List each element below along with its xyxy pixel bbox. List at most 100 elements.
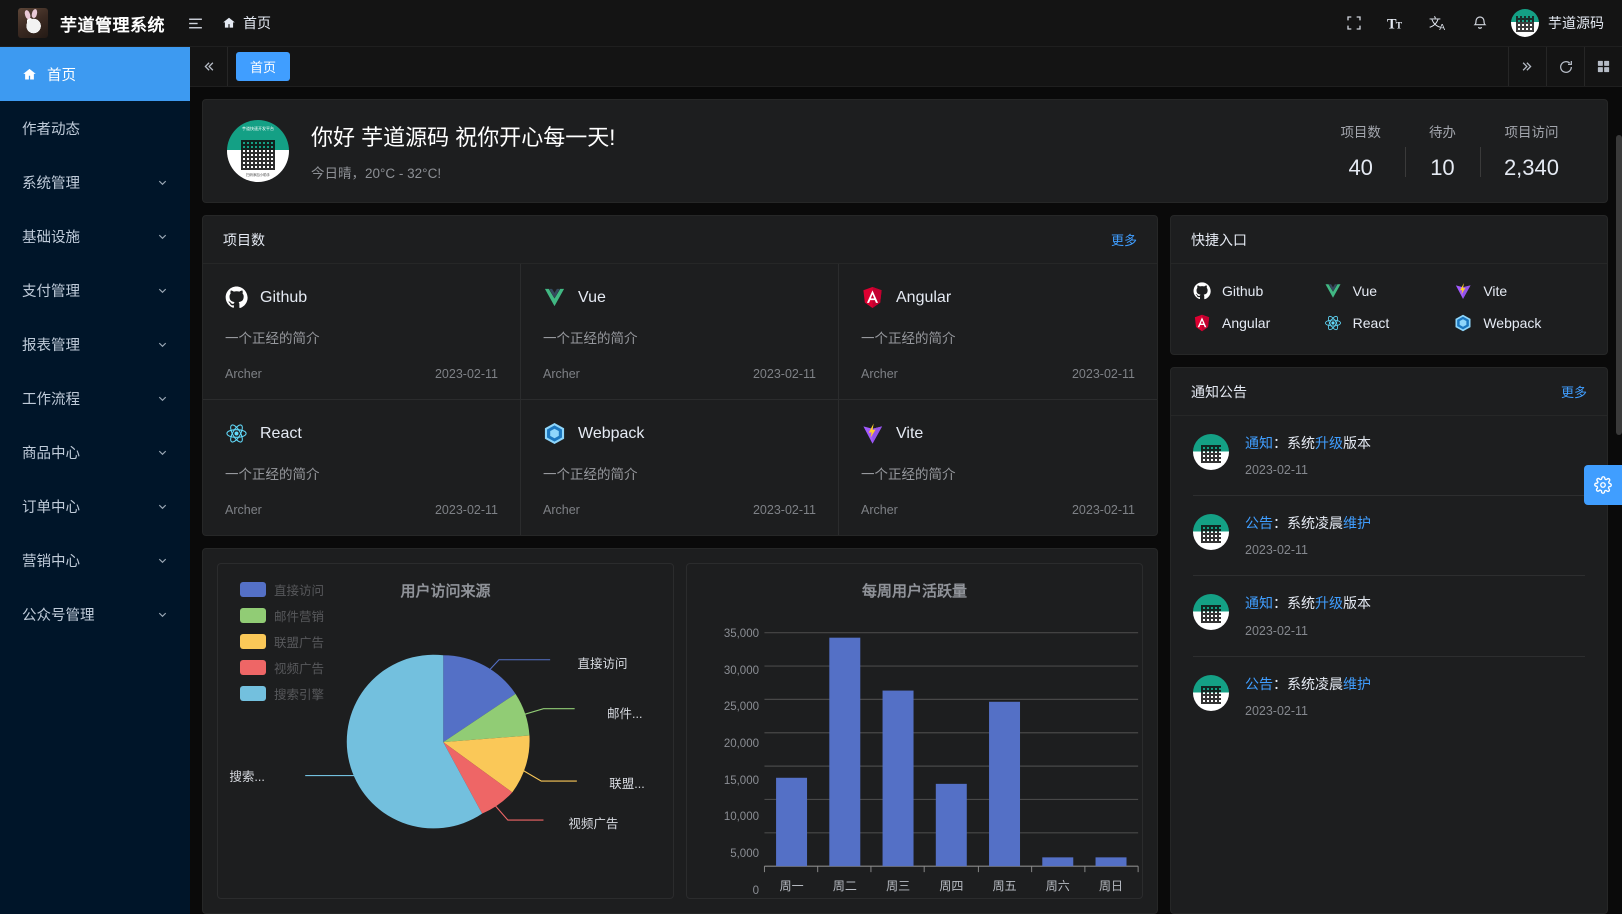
notice-item[interactable]: 公告：系统凌晨维护 2023-02-11	[1193, 496, 1585, 577]
quick-entry-react[interactable]: React	[1324, 314, 1455, 332]
project-date: 2023-02-11	[434, 503, 498, 517]
quick-entry-webpack[interactable]: Webpack	[1454, 314, 1585, 332]
legend-swatch	[240, 660, 266, 675]
sidebar-item-label: 首页	[47, 67, 76, 84]
project-card-webpack[interactable]: Webpack 一个正经的简介 Archer 2023-02-11	[521, 400, 839, 535]
bar-svg	[763, 632, 1139, 873]
settings-drawer-button[interactable]	[1584, 465, 1622, 505]
sidebar-item-system-management[interactable]: 系统管理	[0, 155, 190, 209]
project-name: Webpack	[578, 424, 645, 442]
stat-todo: 待办 10	[1404, 121, 1480, 181]
brand[interactable]: 芋道管理系统	[0, 8, 178, 38]
project-date: 2023-02-11	[752, 503, 816, 517]
notice-item[interactable]: 通知：系统升级版本 2023-02-11	[1193, 416, 1585, 497]
tab-home[interactable]: 首页	[236, 52, 291, 81]
quick-entry-label: Angular	[1222, 315, 1271, 331]
sidebar-item-official-account[interactable]: 公众号管理	[0, 587, 190, 641]
grid-icon[interactable]	[1584, 47, 1622, 86]
y-tick: 5,000	[730, 848, 759, 861]
legend-item[interactable]: 联盟广告	[240, 632, 324, 651]
fullscreen-icon[interactable]	[1337, 6, 1371, 40]
avatar-bottom-text: 扫码添加小助手	[246, 173, 270, 177]
bell-icon[interactable]	[1463, 6, 1497, 40]
pie-slice-affiliate	[443, 735, 530, 793]
user-menu[interactable]: 芋道源码	[1505, 9, 1608, 37]
pie-chart: 用户访问来源 直接访问 邮件营销	[217, 563, 674, 899]
quick-entry-grid: Github Vue	[1171, 264, 1607, 354]
project-card-vite[interactable]: Vite 一个正经的简介 Archer 2023-02-11	[839, 400, 1157, 535]
page-scrollbar[interactable]	[1616, 135, 1622, 435]
project-card-github[interactable]: Github 一个正经的简介 Archer 2023-02-11	[203, 264, 521, 400]
legend-label: 搜索引擎	[274, 688, 325, 702]
sidebar-item-author-news[interactable]: 作者动态	[0, 101, 190, 155]
projects-card-header: 项目数 更多	[203, 216, 1157, 264]
quick-entry-label: React	[1352, 315, 1390, 331]
x-tick: 周六	[1045, 879, 1070, 893]
project-desc: 一个正经的简介	[225, 331, 320, 346]
legend-item[interactable]: 视频广告	[240, 658, 324, 677]
charts-card: 用户访问来源 直接访问 邮件营销	[202, 548, 1158, 914]
notice-sep: ：系统	[1273, 435, 1315, 451]
hamburger-icon[interactable]	[178, 6, 212, 40]
quick-entry-vue[interactable]: Vue	[1324, 282, 1455, 300]
sidebar-item-product-center[interactable]: 商品中心	[0, 425, 190, 479]
pie-label-affiliate: 联盟...	[609, 776, 645, 791]
notice-item[interactable]: 公告：系统凌晨维护 2023-02-11	[1193, 657, 1585, 736]
project-author: Archer	[225, 367, 262, 381]
sidebar-item-workflow[interactable]: 工作流程	[0, 371, 190, 425]
sidebar-item-marketing-center[interactable]: 营销中心	[0, 533, 190, 587]
sidebar-item-order-center[interactable]: 订单中心	[0, 479, 190, 533]
notice-date: 2023-02-11	[1245, 463, 1309, 478]
pie-chart-title: 用户访问来源	[400, 583, 491, 600]
x-tick: 周一	[779, 879, 804, 893]
project-card-angular[interactable]: Angular 一个正经的简介 Archer 2023-02-11	[839, 264, 1157, 400]
stat-visits: 项目访问 2,340	[1479, 121, 1583, 181]
chevron-double-right-icon[interactable]	[1508, 47, 1546, 86]
github-icon	[225, 286, 248, 309]
quick-entry-vite[interactable]: Vite	[1454, 282, 1585, 300]
projects-more-link[interactable]: 更多	[1110, 233, 1137, 248]
y-tick: 10,000	[723, 811, 759, 824]
quick-entry-github[interactable]: Github	[1193, 282, 1324, 300]
y-tick: 30,000	[723, 664, 759, 677]
avatar-top-text: 芋道快速开发平台	[242, 126, 274, 131]
notice-avatar	[1193, 594, 1229, 631]
quick-entry-angular[interactable]: Angular	[1193, 314, 1324, 332]
notices-more-link[interactable]: 更多	[1560, 385, 1587, 400]
sidebar-item-label: 公众号管理	[22, 607, 95, 624]
notice-title: 通知：系统升级版本	[1245, 434, 1371, 452]
welcome-banner: 芋道快速开发平台 扫码添加小助手 你好 芋道源码 祝你开心每一天! 今日晴，20…	[202, 99, 1608, 203]
notices-header: 通知公告 更多	[1171, 368, 1607, 416]
project-name: Vite	[896, 424, 924, 442]
project-author: Archer	[543, 503, 580, 517]
notice-item[interactable]: 通知：系统升级版本 2023-02-11	[1193, 576, 1585, 657]
chevron-double-left-icon[interactable]	[190, 47, 228, 86]
project-card-vue[interactable]: Vue 一个正经的简介 Archer 2023-02-11	[521, 264, 839, 400]
legend-item[interactable]: 直接访问	[240, 580, 324, 599]
sidebar-item-report-management[interactable]: 报表管理	[0, 317, 190, 371]
svg-text:文: 文	[1429, 15, 1441, 29]
refresh-icon[interactable]	[1546, 47, 1584, 86]
legend-item[interactable]: 搜索引擎	[240, 684, 324, 703]
sidebar-item-infrastructure[interactable]: 基础设施	[0, 209, 190, 263]
sidebar-item-label: 营销中心	[22, 553, 80, 570]
notice-sep: ：系统	[1273, 595, 1315, 612]
stat-value: 40	[1348, 155, 1373, 180]
notice-body: 通知：系统升级版本 2023-02-11	[1245, 434, 1371, 477]
legend-label: 邮件营销	[274, 610, 325, 624]
project-head: Github	[225, 286, 498, 309]
svg-text:T: T	[1395, 21, 1402, 31]
breadcrumb-home-label: 首页	[243, 15, 271, 31]
sidebar-item-home[interactable]: 首页	[0, 47, 190, 101]
project-card-react[interactable]: React 一个正经的简介 Archer 2023-02-11	[203, 400, 521, 535]
sidebar-item-payment-management[interactable]: 支付管理	[0, 263, 190, 317]
notices-list: 通知：系统升级版本 2023-02-11 公告：系统凌晨维护 2023-02-1…	[1171, 416, 1607, 736]
chevron-down-icon	[157, 285, 168, 296]
project-name: Angular	[896, 288, 952, 306]
legend-item[interactable]: 邮件营销	[240, 606, 324, 625]
project-head: Angular	[861, 286, 1135, 309]
notice-title: 通知：系统升级版本	[1245, 594, 1371, 612]
breadcrumb[interactable]: 首页	[222, 13, 271, 33]
